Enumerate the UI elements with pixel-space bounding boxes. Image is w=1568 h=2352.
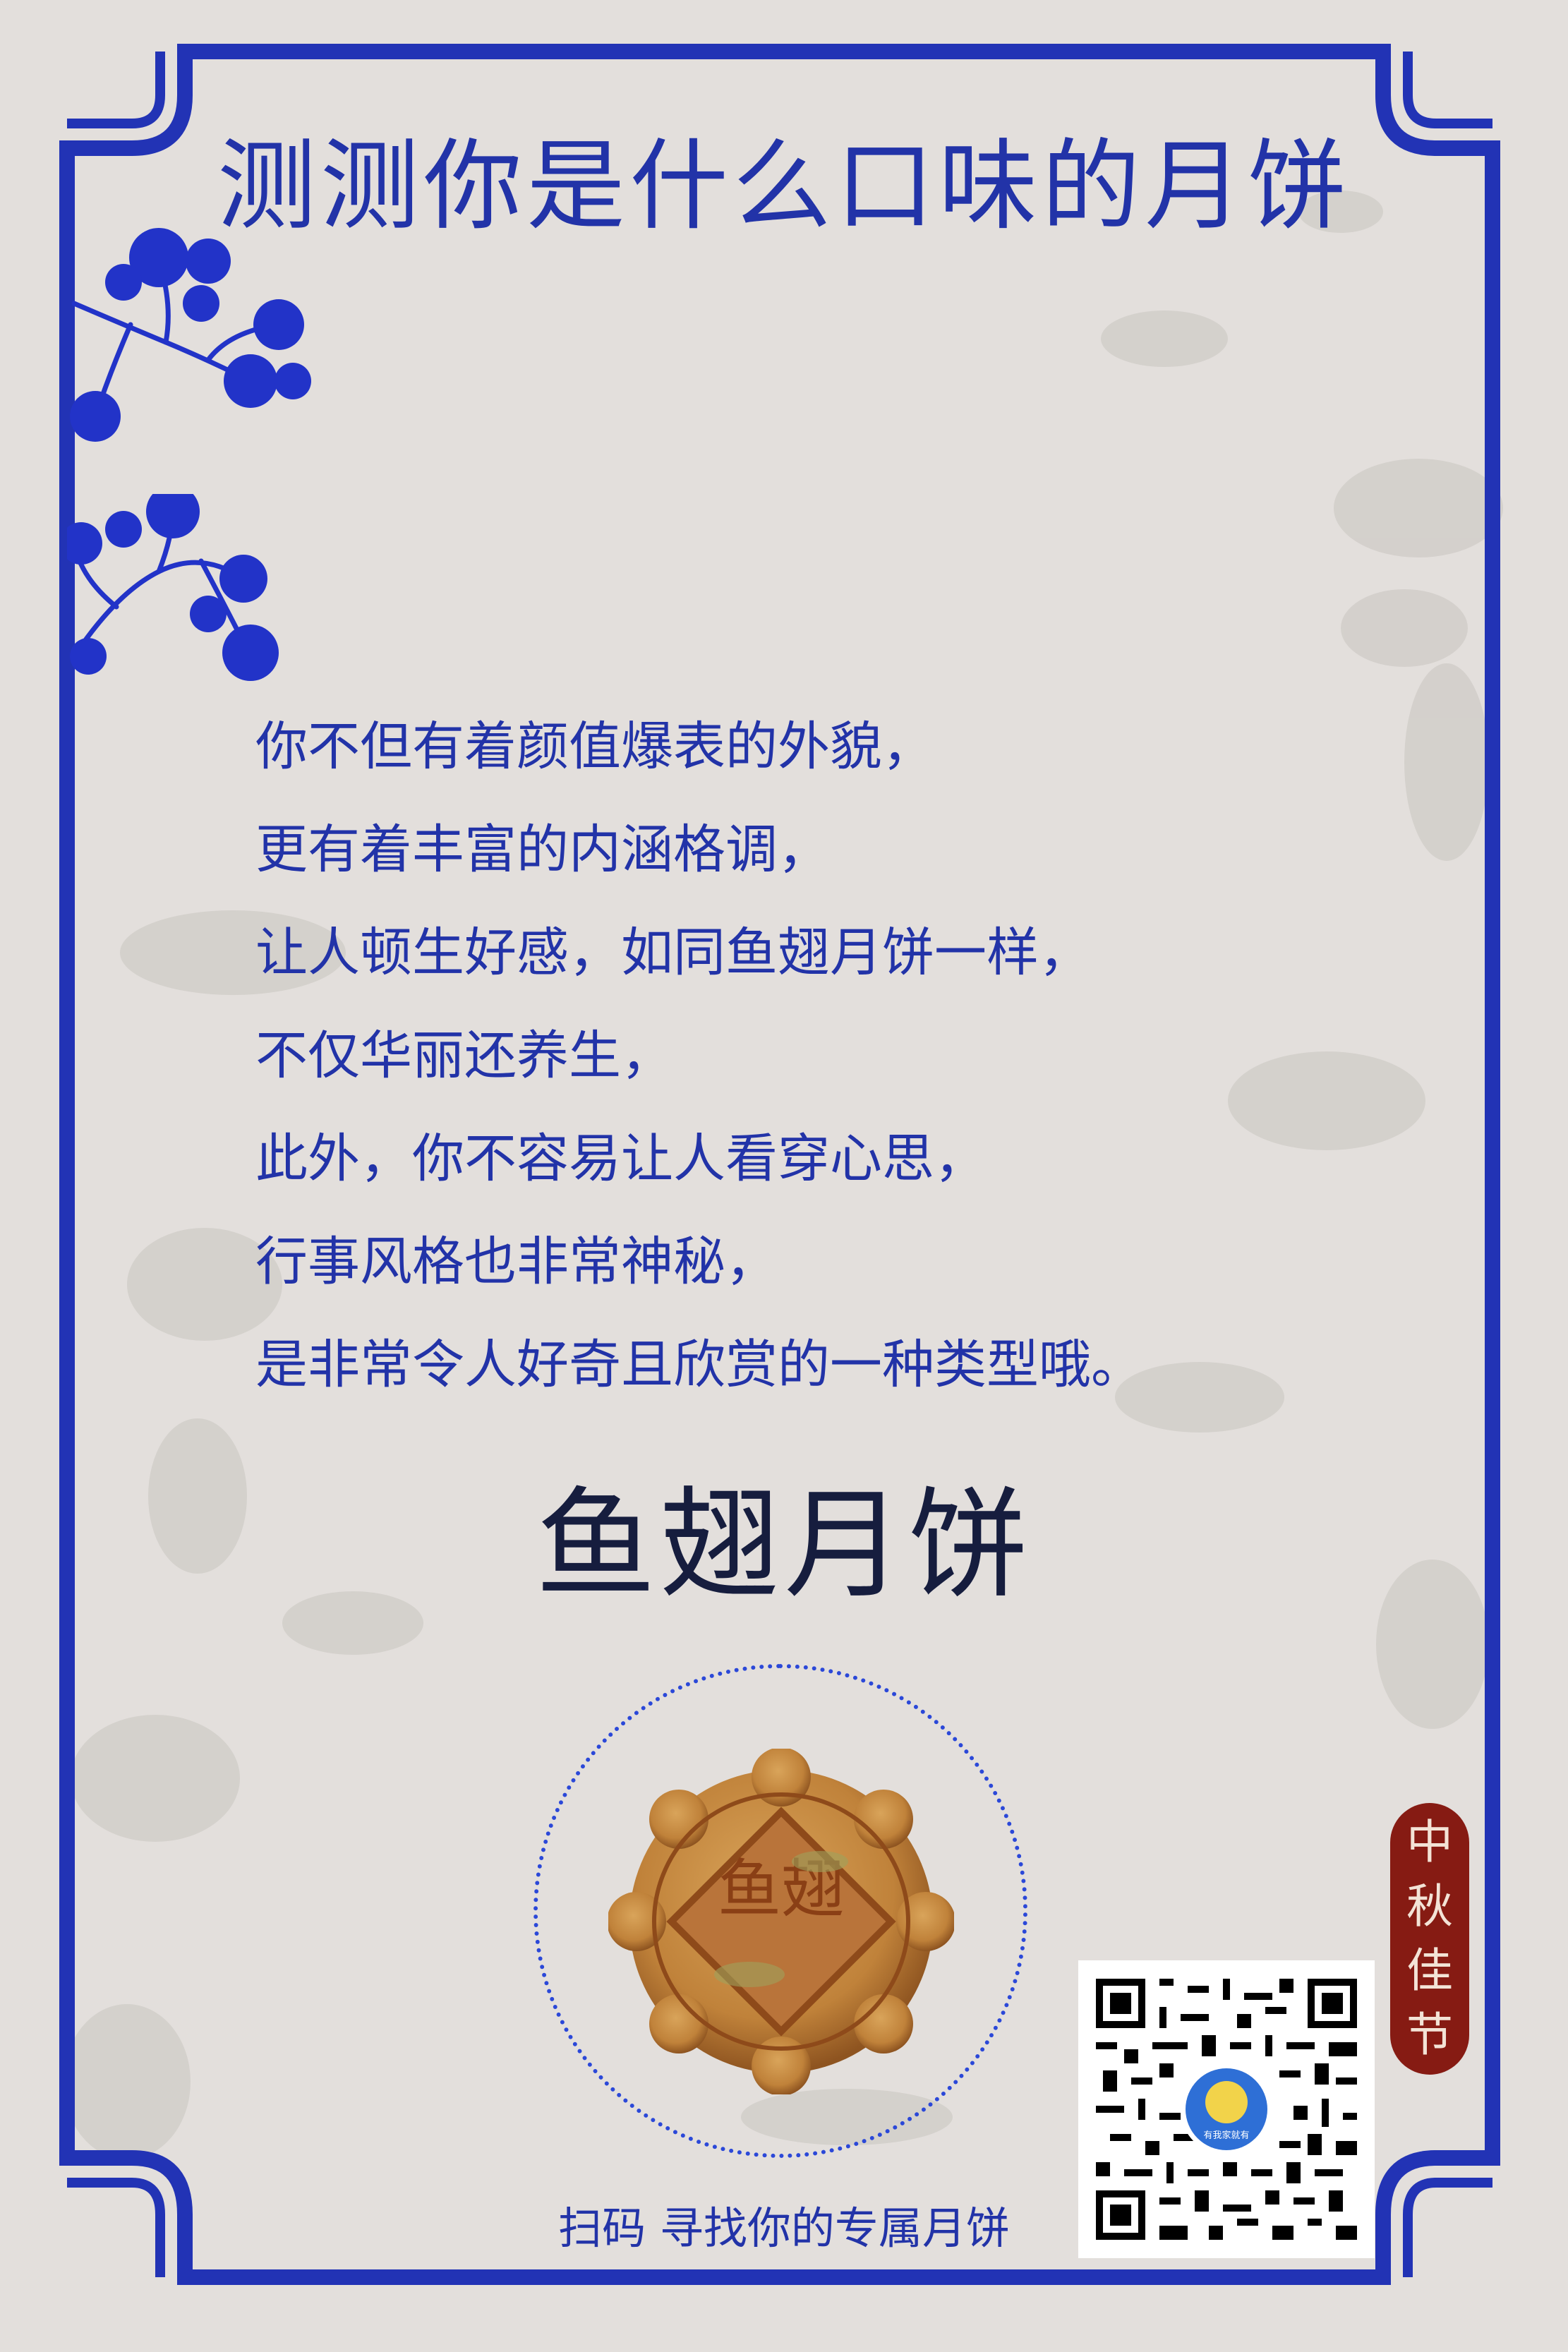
qr-code-pattern: 有我家就有 xyxy=(1096,1979,1357,2240)
description-line: 你不但有着颜值爆表的外貌， xyxy=(255,716,934,777)
page-title: 测测你是什么口味的月饼 xyxy=(217,129,1351,244)
description-line: 不仅华丽还养生， xyxy=(255,1025,673,1086)
description-line: 此外，你不容易让人看穿心思， xyxy=(255,1128,987,1189)
description-line: 更有着丰富的内涵格调， xyxy=(255,819,830,880)
seal-char: 秋 xyxy=(1406,1879,1453,1934)
seal-char: 佳 xyxy=(1406,1943,1453,1998)
pine-branch-icon xyxy=(70,228,311,442)
description-line: 是非常令人好奇且欣赏的一种类型哦。 xyxy=(255,1334,1143,1395)
result-mooncake-name: 鱼翅月饼 xyxy=(535,1476,1032,1615)
pine-branch-icon xyxy=(67,494,279,681)
qr-code[interactable]: 有我家就有 xyxy=(1078,1960,1375,2258)
description-line: 让人顿生好感，如同鱼翅月饼一样， xyxy=(255,922,1091,983)
mooncake-frame-ring xyxy=(533,1664,1027,2158)
qr-logo-text: 有我家就有 xyxy=(1203,2130,1249,2141)
result-description: 你不但有着颜值爆表的外貌， 更有着丰富的内涵格调， 让人顿生好感，如同鱼翅月饼一… xyxy=(255,695,1314,1416)
mid-autumn-seal: 中 秋 佳 节 xyxy=(1390,1803,1469,2075)
mooncake-image: 鱼翅 xyxy=(608,1749,954,2094)
scan-instruction: 扫码 寻找你的专属月饼 xyxy=(558,2202,1010,2254)
description-line: 行事风格也非常神秘， xyxy=(255,1231,778,1292)
seal-char: 中 xyxy=(1406,1815,1453,1869)
seal-char: 节 xyxy=(1406,2008,1453,2062)
